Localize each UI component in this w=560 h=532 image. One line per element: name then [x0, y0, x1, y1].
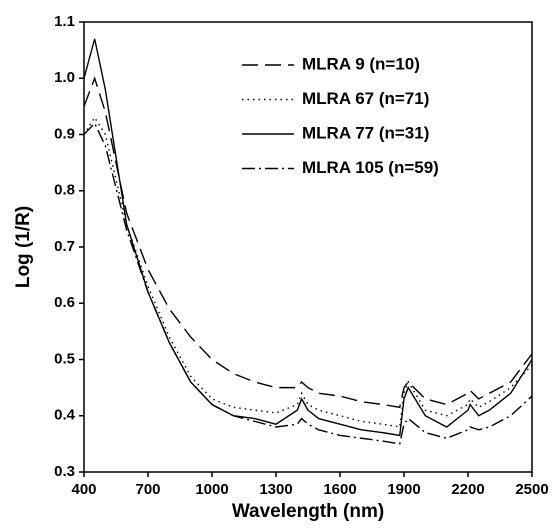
x-tick-label: 1600	[323, 481, 356, 498]
y-tick-label: 0.3	[54, 463, 75, 480]
legend-label: MLRA 105 (n=59)	[302, 158, 439, 177]
legend-label: MLRA 77 (n=31)	[302, 123, 429, 142]
y-tick-label: 0.7	[54, 238, 75, 255]
x-tick-label: 1900	[387, 481, 420, 498]
x-tick-label: 1300	[259, 481, 292, 498]
x-tick-label: 1000	[195, 481, 228, 498]
legend-label: MLRA 9 (n=10)	[302, 54, 420, 73]
legend-label: MLRA 67 (n=71)	[302, 89, 429, 108]
x-axis-title: Wavelength (nm)	[232, 501, 384, 522]
x-tick-label: 2200	[451, 481, 484, 498]
y-tick-label: 1.0	[54, 69, 75, 86]
x-tick-label: 2500	[515, 481, 548, 498]
y-tick-label: 0.4	[54, 407, 76, 424]
y-tick-label: 1.1	[54, 13, 75, 30]
series-line	[83, 76, 533, 409]
y-tick-label: 0.5	[54, 350, 75, 367]
y-tick-label: 0.6	[54, 294, 75, 311]
x-tick-label: 700	[135, 481, 160, 498]
y-tick-label: 0.9	[54, 125, 75, 142]
y-axis-title: Log (1/R)	[13, 206, 34, 288]
y-tick-label: 0.8	[54, 182, 75, 199]
series-line	[83, 122, 533, 445]
x-tick-label: 400	[71, 481, 96, 498]
series-line	[83, 38, 533, 437]
